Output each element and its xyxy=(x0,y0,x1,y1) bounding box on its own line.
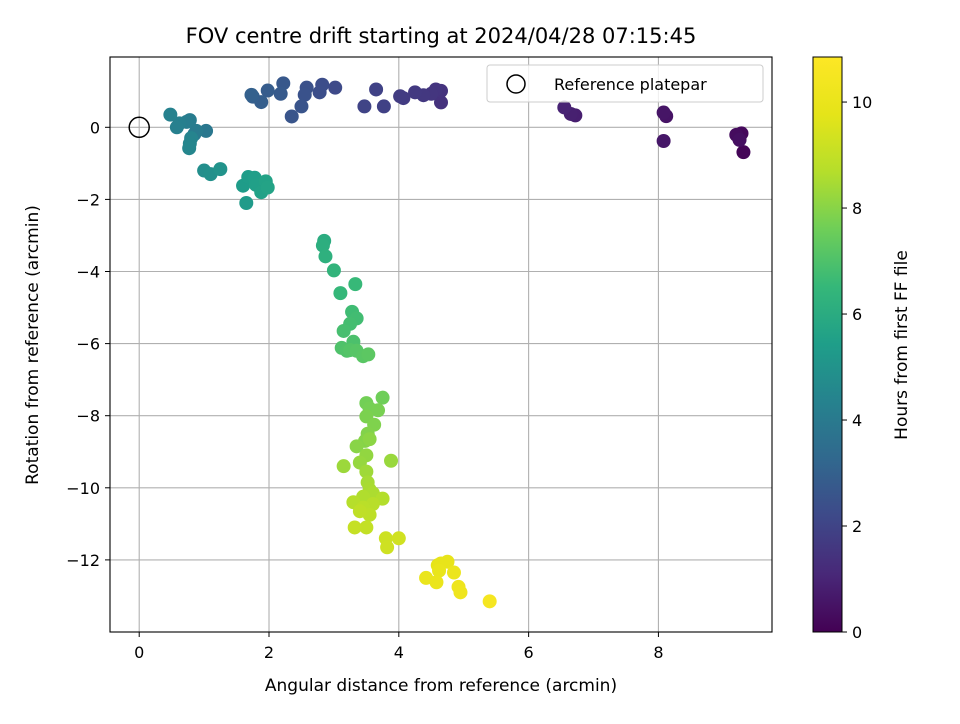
data-point xyxy=(391,531,406,546)
y-tick-label: −12 xyxy=(66,551,100,570)
x-tick-label: 0 xyxy=(134,643,144,662)
colorbar-tick-label: 4 xyxy=(852,411,862,430)
colorbar-tick-label: 2 xyxy=(852,517,862,536)
data-point xyxy=(359,520,374,535)
data-point xyxy=(199,123,214,138)
data-point xyxy=(432,563,447,578)
y-tick-label: 0 xyxy=(90,118,100,137)
data-point xyxy=(393,89,408,104)
y-tick-label: −8 xyxy=(76,407,100,426)
x-tick-label: 6 xyxy=(524,643,534,662)
colorbar-label: Hours from first FF file xyxy=(892,250,912,440)
grid-lines xyxy=(110,57,772,632)
data-point xyxy=(732,132,747,147)
y-tick-label: −6 xyxy=(76,335,100,354)
legend-marker xyxy=(506,74,526,94)
data-point xyxy=(315,238,330,253)
data-point xyxy=(284,109,299,124)
x-axis-label: Angular distance from reference (arcmin) xyxy=(265,676,617,696)
data-point xyxy=(557,100,572,115)
y-axis-ticks: 0 −2 −4 −6 −8 −10 −12 xyxy=(66,118,110,570)
data-point xyxy=(440,554,455,569)
x-tick-label: 8 xyxy=(653,643,663,662)
colorbar xyxy=(812,56,843,633)
data-point xyxy=(336,323,351,338)
data-point xyxy=(408,85,423,100)
data-point xyxy=(273,86,288,101)
data-point xyxy=(333,286,348,301)
y-tick-label: −4 xyxy=(76,262,100,281)
data-points xyxy=(163,76,751,609)
data-point xyxy=(380,540,395,555)
data-point xyxy=(260,180,275,195)
x-tick-label: 4 xyxy=(394,643,404,662)
data-point xyxy=(213,162,228,177)
data-point xyxy=(362,432,377,447)
data-point xyxy=(384,453,399,468)
x-axis-ticks: 0 2 4 6 8 xyxy=(134,632,664,662)
data-point xyxy=(375,390,390,405)
data-point xyxy=(276,76,291,91)
data-point xyxy=(312,85,327,100)
data-point xyxy=(352,504,367,519)
data-point xyxy=(169,120,184,135)
data-point xyxy=(359,464,374,479)
y-axis-label: Rotation from reference (arcmin) xyxy=(23,205,43,485)
colorbar-tick-label: 8 xyxy=(852,199,862,218)
data-point xyxy=(294,99,309,114)
plot-frame xyxy=(109,56,773,633)
colorbar-tick-label: 6 xyxy=(852,305,862,324)
data-point xyxy=(446,565,461,580)
data-point xyxy=(239,196,254,211)
data-point xyxy=(736,145,751,160)
colorbar-tick-label: 0 xyxy=(852,623,862,642)
data-point xyxy=(656,133,671,148)
data-point xyxy=(328,80,343,95)
reference-marker-layer xyxy=(128,116,150,139)
data-point xyxy=(453,585,468,600)
data-point xyxy=(376,99,391,114)
data-point xyxy=(482,594,497,609)
data-point xyxy=(429,575,444,590)
data-point xyxy=(361,347,376,362)
data-point xyxy=(357,99,372,114)
data-point xyxy=(349,439,364,454)
data-point xyxy=(297,87,312,102)
data-point xyxy=(326,263,341,278)
data-point xyxy=(656,105,671,120)
data-point xyxy=(244,87,259,102)
legend-entry: Reference platepar xyxy=(554,75,707,94)
data-point xyxy=(163,107,178,122)
data-point xyxy=(347,520,362,535)
data-point xyxy=(318,249,333,264)
y-tick-label: −2 xyxy=(76,190,100,209)
data-point xyxy=(434,95,448,110)
data-point xyxy=(182,141,197,156)
data-point xyxy=(260,83,275,98)
data-point xyxy=(369,82,384,97)
data-point xyxy=(371,403,386,418)
data-point xyxy=(336,459,351,474)
chart-title: FOV centre drift starting at 2024/04/28 … xyxy=(186,24,697,48)
reference-platepar-marker xyxy=(128,116,150,139)
y-tick-label: −10 xyxy=(66,479,100,498)
colorbar-ticks: 0 2 4 6 8 10 xyxy=(842,93,872,642)
x-tick-label: 2 xyxy=(264,643,274,662)
data-point xyxy=(348,277,363,292)
colorbar-tick-label: 10 xyxy=(852,93,872,112)
legend-box xyxy=(486,64,764,103)
legend: Reference platepar xyxy=(486,64,764,103)
